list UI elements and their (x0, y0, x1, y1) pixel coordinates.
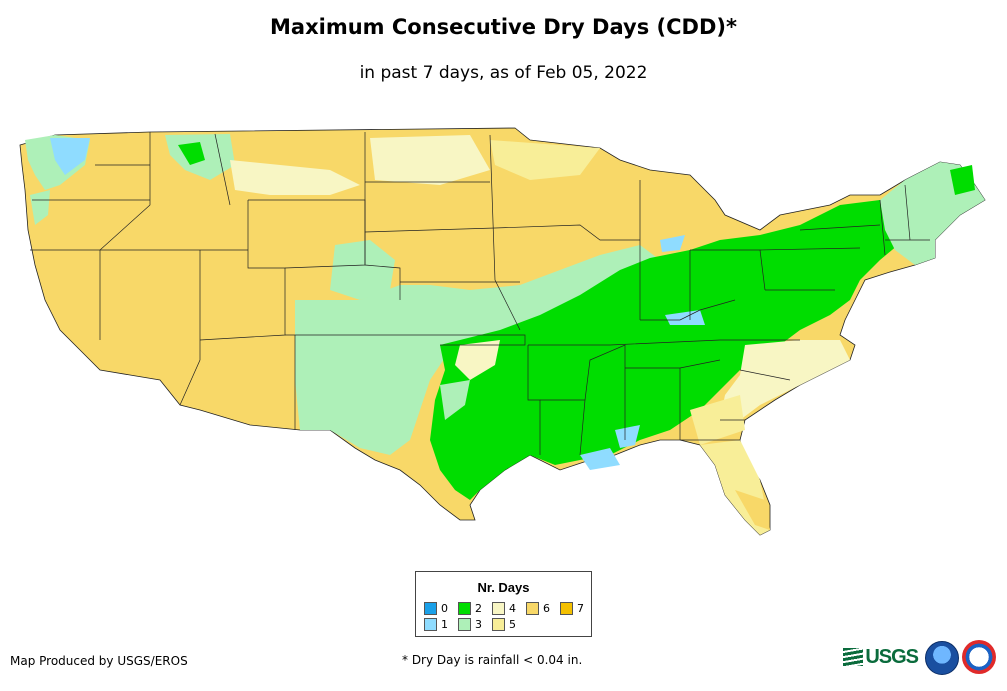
state-boundaries (30, 132, 930, 456)
nws-logo (962, 640, 996, 674)
legend-label: 0 (441, 602, 448, 615)
region-plains-light (295, 245, 660, 455)
legend-swatch (458, 618, 471, 631)
legend-item-0: 0 (424, 602, 448, 615)
legend-swatch (492, 602, 505, 615)
noaa-logo (925, 641, 959, 675)
region-maine-green (950, 165, 975, 195)
region-mi-blue (660, 235, 685, 252)
region-mt-spots (178, 142, 205, 165)
legend-swatch (424, 618, 437, 631)
legend-swatch (526, 602, 539, 615)
region-ms-blue (615, 425, 640, 448)
region-tx-light (440, 380, 470, 420)
region-ga-yellow (690, 395, 745, 445)
legend-title: Nr. Days (477, 580, 530, 595)
legend-item-6: 6 (526, 602, 550, 615)
legend-item-3: 3 (458, 618, 482, 631)
legend-label: 6 (543, 602, 550, 615)
legend-label: 2 (475, 602, 482, 615)
region-or-coast (30, 190, 50, 225)
legend-label: 4 (509, 602, 516, 615)
legend: Nr. Days 0 1 2 3 4 5 6 7 (415, 571, 592, 637)
legend-item-4: 4 (492, 602, 516, 615)
legend-swatch (458, 602, 471, 615)
region-la-blue (580, 448, 620, 470)
legend-swatch (560, 602, 573, 615)
usgs-wave-icon (843, 648, 864, 666)
region-co-green (330, 240, 395, 300)
legend-label: 5 (509, 618, 516, 631)
region-id-pale (230, 160, 360, 195)
map-subtitle: in past 7 days, as of Feb 05, 2022 (359, 63, 648, 83)
region-nd-pale (370, 135, 490, 185)
legend-label: 3 (475, 618, 482, 631)
region-main-green (430, 190, 920, 500)
region-mn-pale (490, 140, 600, 180)
usgs-logo-text: USGS (865, 645, 919, 668)
credit-text: Map Produced by USGS/EROS (10, 654, 188, 668)
legend-swatch (492, 618, 505, 631)
region-ok-pale (455, 340, 500, 380)
legend-item-5: 5 (492, 618, 516, 631)
legend-item-1: 1 (424, 618, 448, 631)
legend-swatch (424, 602, 437, 615)
map-title: Maximum Consecutive Dry Days (CDD)* (270, 15, 737, 39)
legend-item-7: 7 (560, 602, 584, 615)
usgs-logo: USGS (843, 642, 919, 672)
legend-label: 1 (441, 618, 448, 631)
legend-label: 7 (577, 602, 584, 615)
legend-item-2: 2 (458, 602, 482, 615)
dry-day-note: * Dry Day is rainfall < 0.04 in. (402, 653, 583, 667)
region-wa-blue (50, 138, 90, 175)
us-cdd-map (19, 127, 986, 536)
region-se-pale (720, 340, 850, 420)
region-florida-tip (735, 490, 770, 530)
